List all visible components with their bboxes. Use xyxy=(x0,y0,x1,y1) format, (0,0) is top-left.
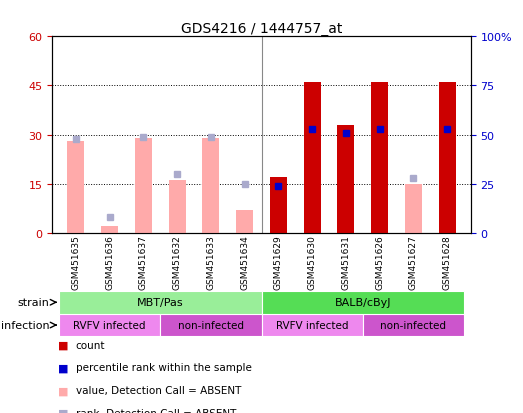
Bar xyxy=(101,227,118,233)
Text: rank, Detection Call = ABSENT: rank, Detection Call = ABSENT xyxy=(76,408,236,413)
Bar xyxy=(135,138,152,233)
Bar xyxy=(160,314,262,337)
Text: non-infected: non-infected xyxy=(178,320,244,330)
Text: non-infected: non-infected xyxy=(380,320,446,330)
Bar xyxy=(304,83,321,233)
Bar xyxy=(59,291,262,314)
Text: ■: ■ xyxy=(58,340,68,350)
Bar xyxy=(67,142,84,233)
Bar xyxy=(439,83,456,233)
Bar xyxy=(236,211,253,233)
Text: MBT/Pas: MBT/Pas xyxy=(137,297,184,308)
Text: infection: infection xyxy=(1,320,50,330)
Text: ■: ■ xyxy=(58,363,68,373)
Bar xyxy=(371,83,388,233)
Bar xyxy=(262,291,464,314)
Text: ■: ■ xyxy=(58,385,68,395)
Bar xyxy=(337,126,354,233)
Text: ■: ■ xyxy=(58,408,68,413)
Text: RVFV infected: RVFV infected xyxy=(73,320,146,330)
Bar xyxy=(405,184,422,233)
Bar xyxy=(59,314,160,337)
Text: value, Detection Call = ABSENT: value, Detection Call = ABSENT xyxy=(76,385,241,395)
Text: percentile rank within the sample: percentile rank within the sample xyxy=(76,363,252,373)
Bar xyxy=(262,314,363,337)
Bar xyxy=(202,138,219,233)
Text: strain: strain xyxy=(18,297,50,308)
Text: BALB/cByJ: BALB/cByJ xyxy=(335,297,391,308)
Title: GDS4216 / 1444757_at: GDS4216 / 1444757_at xyxy=(181,22,342,36)
Text: count: count xyxy=(76,340,105,350)
Bar xyxy=(169,181,186,233)
Bar xyxy=(363,314,464,337)
Bar xyxy=(270,178,287,233)
Text: RVFV infected: RVFV infected xyxy=(276,320,348,330)
